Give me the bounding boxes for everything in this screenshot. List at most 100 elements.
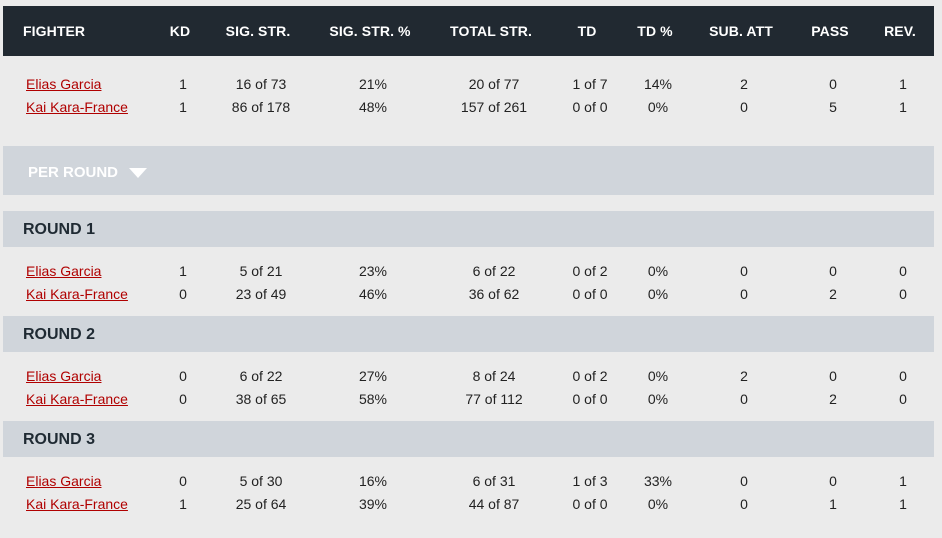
sig-str-cell: 25 of 64 (235, 496, 287, 512)
rev-cell: 1 (899, 76, 907, 92)
kd-cell: 1 (179, 263, 187, 279)
kd-cell: 0 (179, 286, 187, 302)
td-cell: 1 of 3 (572, 473, 608, 489)
round-header: ROUND 2 (3, 316, 934, 352)
rev-cell: 0 (899, 286, 907, 302)
table-row: Elias Garcia 1 16 of 73 21% 20 of 77 1 o… (3, 73, 934, 96)
total-str-cell: 8 of 24 (472, 368, 516, 384)
sig-str-cell: 23 of 49 (235, 286, 287, 302)
rev-cell: 1 (899, 496, 907, 512)
fighter-name-cell: Kai Kara-France (26, 283, 128, 306)
fighter-name-cell: Elias Garcia (26, 470, 101, 493)
table-row: Kai Kara-France 1 25 of 64 39% 44 of 87 … (3, 493, 934, 516)
pass-cell: 0 (829, 473, 837, 489)
sub-att-cell: 0 (740, 391, 748, 407)
header-sig-str-pct: SIG. STR. % (329, 23, 411, 39)
td-cell: 0 of 0 (572, 286, 608, 302)
header-rev: REV. (884, 23, 916, 39)
sig-str-pct-cell: 58% (358, 391, 388, 407)
header-td-pct: TD % (637, 23, 673, 39)
kd-cell: 1 (179, 76, 187, 92)
fighter-link[interactable]: Elias Garcia (26, 263, 102, 279)
header-sig-str: SIG. STR. (225, 23, 291, 39)
sig-str-cell: 16 of 73 (235, 76, 287, 92)
td-pct-cell: 0% (647, 263, 669, 279)
td-cell: 0 of 0 (572, 99, 608, 115)
rev-cell: 0 (899, 368, 907, 384)
table-row: Elias Garcia 0 5 of 30 16% 6 of 31 1 of … (3, 470, 934, 493)
pass-cell: 1 (829, 496, 837, 512)
td-pct-cell: 0% (647, 496, 669, 512)
td-pct-cell: 0% (647, 391, 669, 407)
pass-cell: 0 (829, 263, 837, 279)
sub-att-cell: 0 (740, 496, 748, 512)
kd-cell: 1 (179, 496, 187, 512)
td-pct-cell: 14% (643, 76, 673, 92)
header-sub-att: SUB. ATT (709, 23, 773, 39)
kd-cell: 0 (179, 391, 187, 407)
sub-att-cell: 2 (740, 368, 748, 384)
sub-att-cell: 0 (740, 473, 748, 489)
pass-cell: 0 (829, 368, 837, 384)
fighter-link[interactable]: Kai Kara-France (26, 496, 128, 512)
sig-str-cell: 38 of 65 (235, 391, 287, 407)
total-str-cell: 36 of 62 (468, 286, 520, 302)
round-header: ROUND 3 (3, 421, 934, 457)
fighter-link[interactable]: Elias Garcia (26, 368, 102, 384)
table-row: Kai Kara-France 0 23 of 49 46% 36 of 62 … (3, 283, 934, 306)
fighter-link[interactable]: Elias Garcia (26, 76, 102, 92)
fighter-name-cell: Kai Kara-France (26, 388, 128, 411)
td-pct-cell: 0% (647, 286, 669, 302)
sig-str-cell: 5 of 21 (239, 263, 283, 279)
td-cell: 0 of 0 (572, 391, 608, 407)
pass-cell: 0 (829, 76, 837, 92)
total-str-cell: 157 of 261 (460, 99, 528, 115)
td-cell: 0 of 0 (572, 496, 608, 512)
kd-cell: 1 (179, 99, 187, 115)
total-str-cell: 44 of 87 (468, 496, 520, 512)
fighter-name-cell: Elias Garcia (26, 365, 101, 388)
sig-str-pct-cell: 39% (358, 496, 388, 512)
total-str-cell: 77 of 112 (465, 391, 523, 407)
rev-cell: 0 (899, 263, 907, 279)
fighter-link[interactable]: Kai Kara-France (26, 286, 128, 302)
sub-att-cell: 0 (740, 263, 748, 279)
pass-cell: 2 (829, 391, 837, 407)
header-total-str: TOTAL STR. (450, 23, 532, 39)
sig-str-cell: 6 of 22 (239, 368, 283, 384)
kd-cell: 0 (179, 368, 187, 384)
fighter-link[interactable]: Kai Kara-France (26, 391, 128, 407)
td-cell: 0 of 2 (572, 263, 608, 279)
table-row: Elias Garcia 0 6 of 22 27% 8 of 24 0 of … (3, 365, 934, 388)
pass-cell: 5 (829, 99, 837, 115)
sub-att-cell: 0 (740, 99, 748, 115)
rev-cell: 1 (899, 99, 907, 115)
kd-cell: 0 (179, 473, 187, 489)
td-pct-cell: 33% (643, 473, 673, 489)
sig-str-cell: 5 of 30 (239, 473, 283, 489)
sub-att-cell: 0 (740, 286, 748, 302)
round-title: ROUND 1 (23, 221, 96, 238)
per-round-toggle[interactable]: PER ROUND (3, 146, 934, 195)
fighter-name-cell: Kai Kara-France (26, 493, 128, 516)
header-kd: KD (169, 23, 191, 39)
sig-str-pct-cell: 16% (358, 473, 388, 489)
sub-att-cell: 2 (740, 76, 748, 92)
round-title: ROUND 3 (23, 431, 96, 448)
td-cell: 0 of 2 (572, 368, 608, 384)
td-pct-cell: 0% (647, 99, 669, 115)
sig-str-pct-cell: 21% (358, 76, 388, 92)
fighter-name-cell: Elias Garcia (26, 73, 101, 96)
fighter-link[interactable]: Kai Kara-France (26, 99, 128, 115)
sig-str-pct-cell: 46% (358, 286, 388, 302)
header-td: TD (577, 23, 597, 39)
total-str-cell: 20 of 77 (468, 76, 520, 92)
td-pct-cell: 0% (647, 368, 669, 384)
pass-cell: 2 (829, 286, 837, 302)
fighter-name-cell: Elias Garcia (26, 260, 101, 283)
fighter-link[interactable]: Elias Garcia (26, 473, 102, 489)
sig-str-pct-cell: 48% (358, 99, 388, 115)
td-cell: 1 of 7 (572, 76, 608, 92)
sig-str-pct-cell: 23% (358, 263, 388, 279)
sig-str-cell: 86 of 178 (231, 99, 291, 115)
